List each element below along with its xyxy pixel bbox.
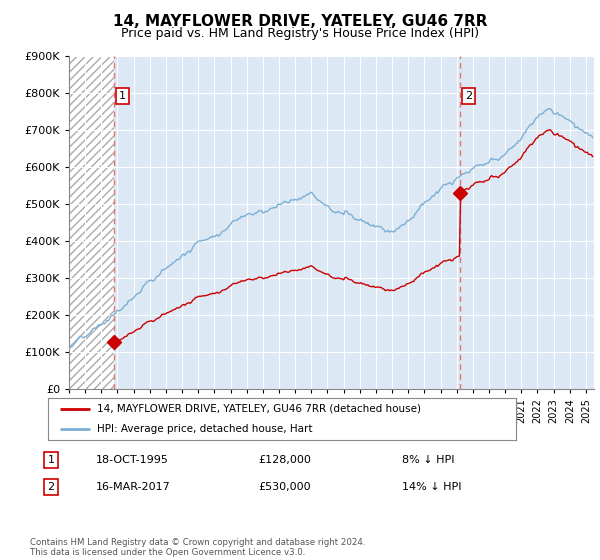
Text: Price paid vs. HM Land Registry's House Price Index (HPI): Price paid vs. HM Land Registry's House …: [121, 27, 479, 40]
Text: 16-MAR-2017: 16-MAR-2017: [96, 482, 171, 492]
Text: 14, MAYFLOWER DRIVE, YATELEY, GU46 7RR: 14, MAYFLOWER DRIVE, YATELEY, GU46 7RR: [113, 14, 487, 29]
Text: 2: 2: [47, 482, 55, 492]
Text: £530,000: £530,000: [258, 482, 311, 492]
Text: £128,000: £128,000: [258, 455, 311, 465]
Text: 18-OCT-1995: 18-OCT-1995: [96, 455, 169, 465]
Text: 1: 1: [119, 91, 126, 101]
Text: 14, MAYFLOWER DRIVE, YATELEY, GU46 7RR (detached house): 14, MAYFLOWER DRIVE, YATELEY, GU46 7RR (…: [97, 404, 421, 413]
Text: 1: 1: [47, 455, 55, 465]
Text: 8% ↓ HPI: 8% ↓ HPI: [402, 455, 455, 465]
Text: 2: 2: [465, 91, 472, 101]
Text: HPI: Average price, detached house, Hart: HPI: Average price, detached house, Hart: [97, 424, 313, 433]
Text: 14% ↓ HPI: 14% ↓ HPI: [402, 482, 461, 492]
Text: Contains HM Land Registry data © Crown copyright and database right 2024.
This d: Contains HM Land Registry data © Crown c…: [30, 538, 365, 557]
